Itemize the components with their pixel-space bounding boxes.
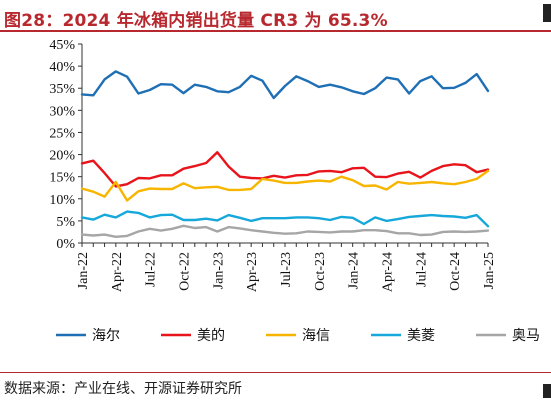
y-tick-label: 5% xyxy=(56,215,75,230)
y-tick-label: 45% xyxy=(49,38,75,53)
footer-rule xyxy=(0,372,551,373)
x-tick-label: Jul-24 xyxy=(414,252,429,287)
x-tick-label: Jul-22 xyxy=(144,252,159,287)
series-line-3 xyxy=(80,210,490,228)
x-tick-label: Oct-24 xyxy=(448,252,463,291)
y-tick-label: 20% xyxy=(49,149,75,164)
series-line-2 xyxy=(80,169,490,202)
edge-mark-bottom xyxy=(543,384,551,398)
x-tick-label: Jan-23 xyxy=(211,252,226,289)
y-tick-label: 30% xyxy=(49,104,75,119)
x-axis: Jan-22 Apr-22 Jul-22 Oct-22 Jan-23 Apr-23 Jul-… xyxy=(76,242,497,292)
x-tick-label: Oct-23 xyxy=(313,252,328,291)
series-line-0 xyxy=(80,70,490,100)
legend: 海尔 美的 海信 美菱 奥马 xyxy=(56,327,540,344)
x-tick-label: Apr-24 xyxy=(381,252,396,292)
legend-label-0: 海尔 xyxy=(92,328,120,344)
y-axis: 0% 5% 10% 15% 20% 25% 30% 35% 40% 45% xyxy=(49,38,83,252)
line-chart: 0% 5% 10% 15% 20% 25% 30% 35% 40% 45% Jan-22 Apr-2… xyxy=(49,38,540,344)
series-line-1 xyxy=(80,151,490,188)
figure-title: 图28：2024 年冰箱内销出货量 CR3 为 65.3% xyxy=(4,11,388,31)
legend-label-1: 美的 xyxy=(197,328,225,344)
source-note: 数据来源：产业在线、开源证券研究所 xyxy=(4,381,242,397)
series-layer xyxy=(80,70,490,239)
x-tick-label: Apr-23 xyxy=(245,252,260,292)
y-tick-label: 25% xyxy=(49,126,75,141)
legend-label-4: 奥马 xyxy=(512,327,540,344)
x-tick-label: Jan-22 xyxy=(76,252,91,289)
x-tick-label: Apr-22 xyxy=(110,252,125,292)
x-tick-label: Jan-24 xyxy=(347,252,362,289)
y-tick-label: 10% xyxy=(49,193,75,208)
x-tick-label: Oct-22 xyxy=(178,252,193,291)
y-tick-label: 35% xyxy=(49,82,75,97)
title-rule xyxy=(0,30,551,32)
legend-label-2: 海信 xyxy=(302,328,330,344)
edge-mark-top xyxy=(543,4,551,22)
y-tick-label: 0% xyxy=(56,237,75,252)
x-tick-label: Jan-25 xyxy=(482,252,497,289)
series-line-4 xyxy=(80,224,490,239)
y-tick-label: 40% xyxy=(49,60,75,75)
x-tick-label: Jul-23 xyxy=(279,252,294,287)
y-tick-label: 15% xyxy=(49,171,75,186)
legend-label-3: 美菱 xyxy=(407,328,435,344)
